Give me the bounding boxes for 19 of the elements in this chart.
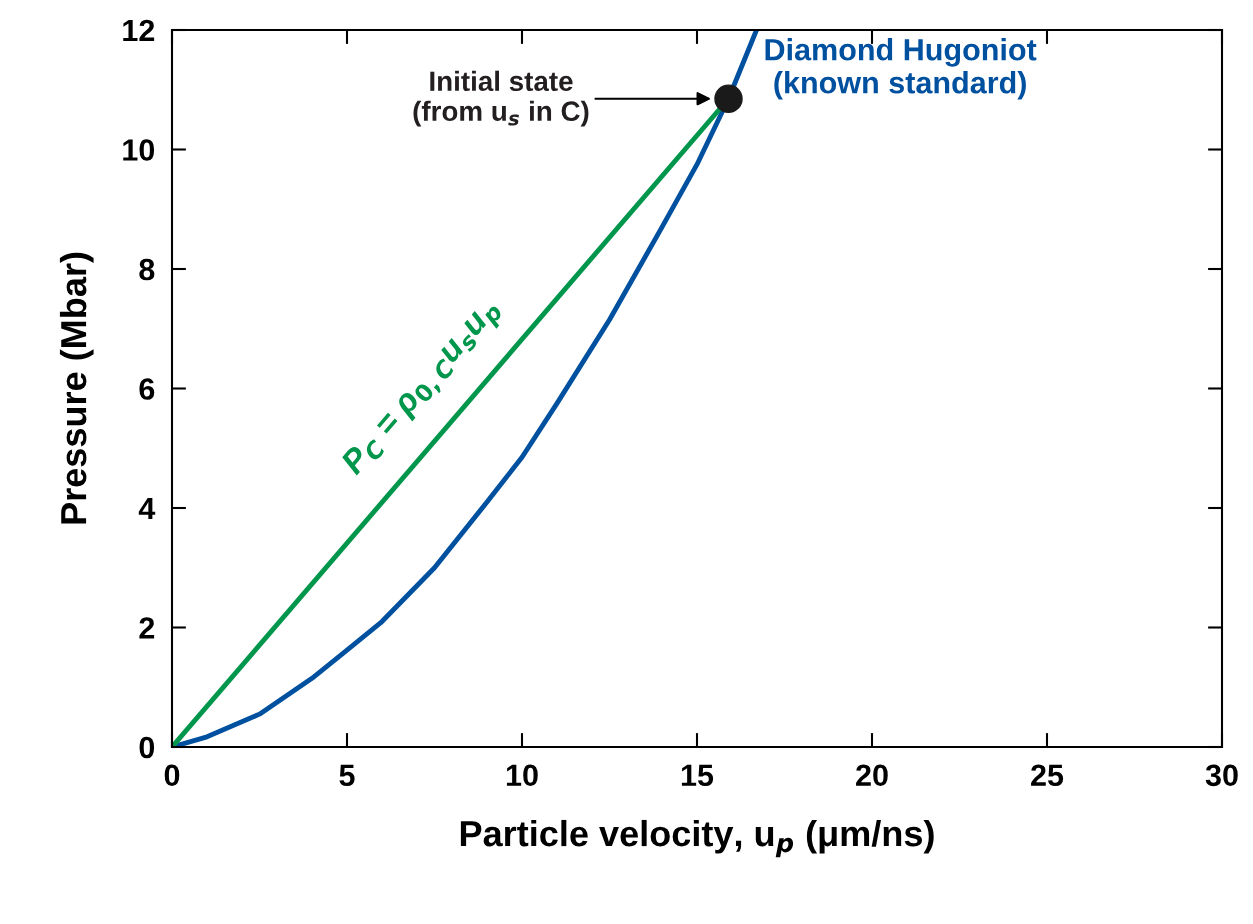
x-tick-label: 25 — [1031, 764, 1064, 787]
x-tick-label: 5 — [339, 764, 355, 787]
series-label: Diamond Hugoniot (known standard) — [765, 38, 1037, 100]
x-tick-label: 15 — [681, 764, 714, 787]
y-tick-label: 6 — [139, 378, 155, 400]
y-tick-label: 8 — [139, 258, 155, 281]
x-tick-label: 30 — [1205, 764, 1238, 787]
y-tick-label: 4 — [138, 498, 156, 520]
text: P$_{C}$ = ρ$_{0,C}$u$_{s}$u$_{p}$ — [339, 294, 507, 483]
y-tick-label: 2 — [139, 617, 155, 639]
x-tick-label: 20 — [856, 764, 888, 787]
x-tick-label: 10 — [506, 764, 538, 787]
annotation: Initial state (from u$_{s}$ in C) — [413, 70, 589, 127]
y-tick-label: 0 — [139, 736, 155, 759]
y-axis-title: Pressure (Mbar) — [59, 252, 94, 524]
y-tick-label: 12 — [123, 19, 155, 42]
y-tick-label: 10 — [123, 139, 155, 161]
x-tick-label: 0 — [164, 764, 180, 787]
x-axis-title: Particle velocity, u$_{p}$ (μm/ns) — [460, 819, 934, 858]
